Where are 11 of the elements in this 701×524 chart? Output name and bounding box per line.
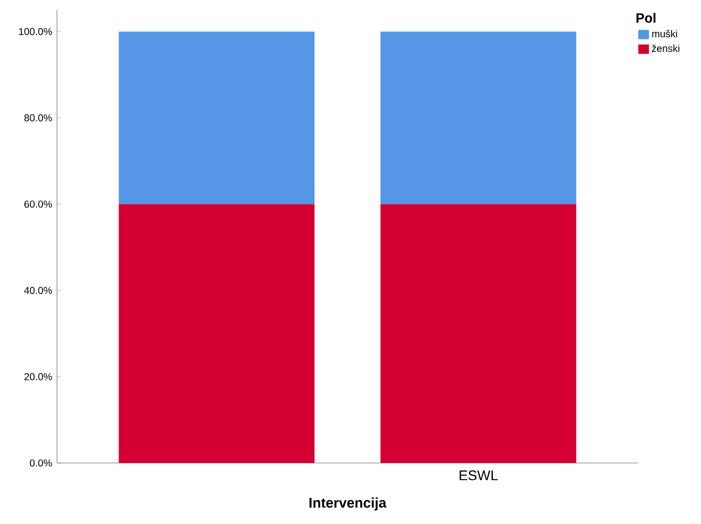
y-tick-label: 60.0% [24,200,52,208]
legend-title: Pol [636,12,656,23]
x-tick-label: ESWL [460,470,498,480]
y-tick-label: 100.0% [19,28,52,36]
x-axis-title: Intervencija [310,497,386,510]
legend-label: ženski [652,44,680,52]
y-tick-label: 80.0% [24,114,52,122]
y-tick-label: 20.0% [24,373,52,380]
y-tick-label: 40.0% [24,286,52,294]
legend-label: muški [652,30,678,38]
y-tick-label: 0.0% [30,459,52,467]
